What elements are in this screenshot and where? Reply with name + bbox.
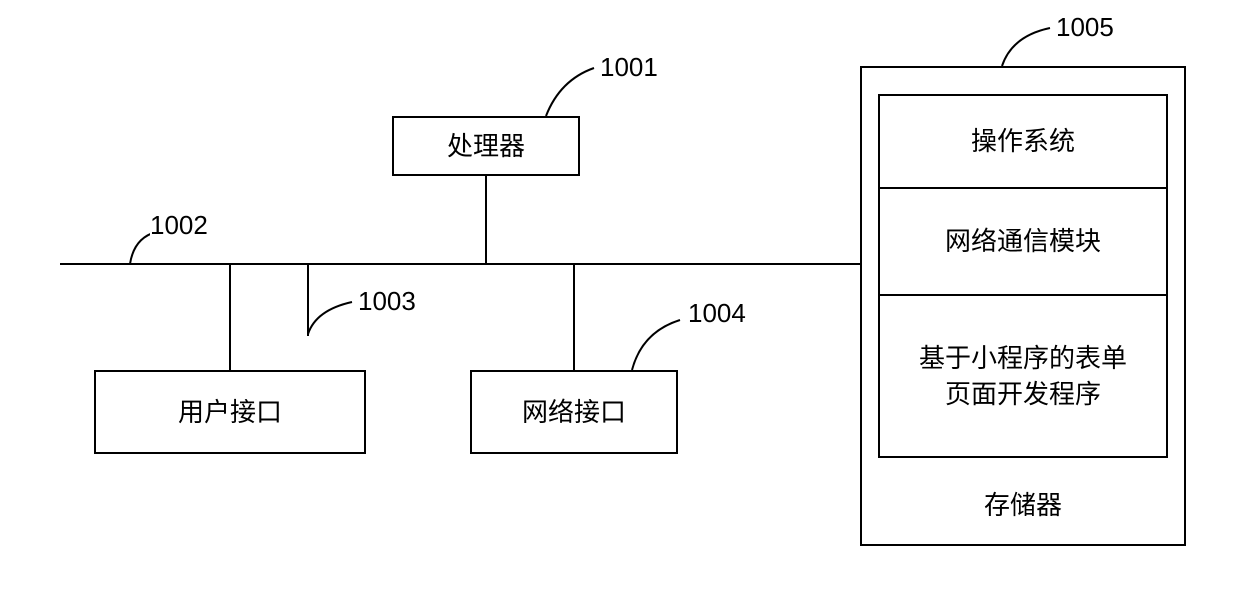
memory-row-os: 操作系统 xyxy=(880,96,1166,189)
memory-caption-text: 存储器 xyxy=(984,490,1062,520)
leader-1005 xyxy=(1002,28,1050,66)
memory-row-netcomm: 网络通信模块 xyxy=(880,189,1166,296)
leader-1003 xyxy=(308,302,352,334)
diagram-canvas: 处理器 用户接口 网络接口 操作系统 网络通信模块 基于小程序的表单 页面开发程… xyxy=(0,0,1240,589)
memory-inner-table: 操作系统 网络通信模块 基于小程序的表单 页面开发程序 xyxy=(878,94,1168,458)
memory-caption: 存储器 xyxy=(862,485,1184,522)
network-interface-block: 网络接口 xyxy=(470,370,678,454)
leader-1004 xyxy=(632,320,680,370)
memory-row-program-label: 基于小程序的表单 页面开发程序 xyxy=(919,340,1127,413)
memory-row-netcomm-label: 网络通信模块 xyxy=(945,223,1101,259)
processor-block: 处理器 xyxy=(392,116,580,176)
ref-1003: 1003 xyxy=(358,286,416,317)
network-interface-label: 网络接口 xyxy=(522,394,626,430)
ref-1001: 1001 xyxy=(600,52,658,83)
ref-1004: 1004 xyxy=(688,298,746,329)
memory-row-os-label: 操作系统 xyxy=(971,123,1075,159)
memory-row-program: 基于小程序的表单 页面开发程序 xyxy=(880,296,1166,456)
ref-1005: 1005 xyxy=(1056,12,1114,43)
user-interface-label: 用户接口 xyxy=(178,394,282,430)
memory-block: 操作系统 网络通信模块 基于小程序的表单 页面开发程序 存储器 xyxy=(860,66,1186,546)
user-interface-block: 用户接口 xyxy=(94,370,366,454)
processor-label: 处理器 xyxy=(447,128,525,164)
leader-1001 xyxy=(546,68,594,116)
ref-1002: 1002 xyxy=(150,210,208,241)
